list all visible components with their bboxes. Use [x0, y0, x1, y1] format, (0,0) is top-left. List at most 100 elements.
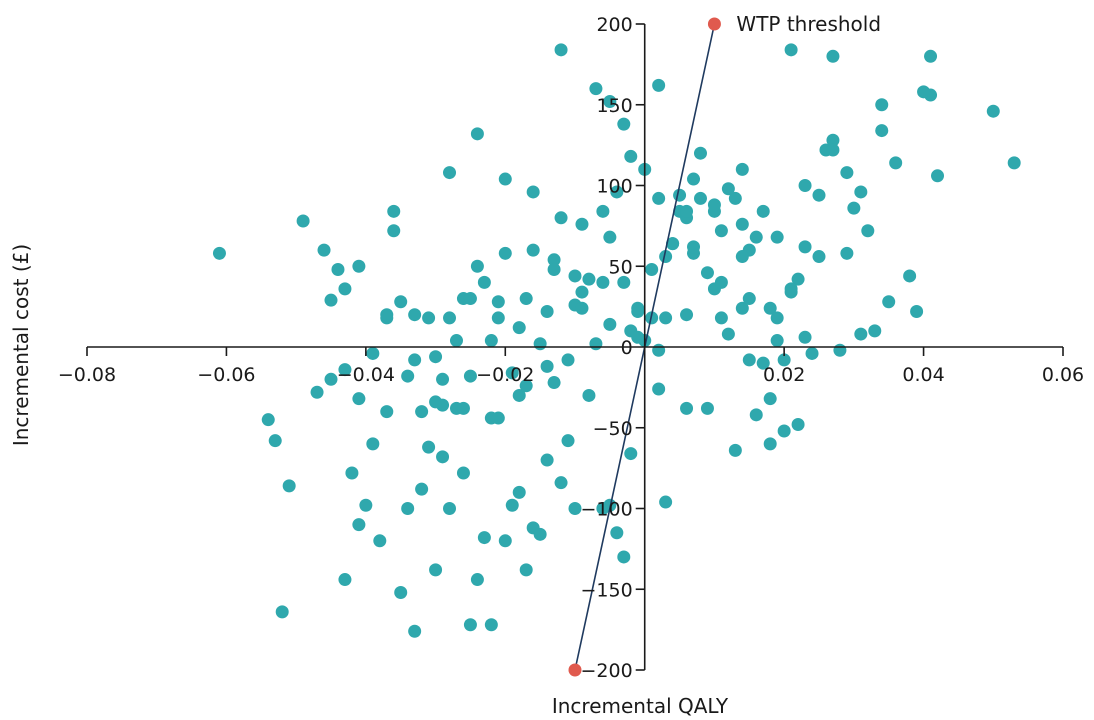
data-point — [547, 376, 561, 390]
data-point — [770, 311, 784, 325]
wtp-endpoint-marker — [568, 663, 582, 677]
data-point — [491, 295, 505, 309]
data-point — [840, 166, 854, 180]
data-point — [554, 43, 568, 57]
x-axis-title: Incremental QALY — [552, 694, 729, 718]
data-point — [212, 246, 226, 260]
data-point — [812, 188, 826, 202]
data-point — [366, 346, 380, 360]
data-point — [610, 526, 624, 540]
y-tick-label: 150 — [596, 95, 632, 117]
data-point — [854, 327, 868, 341]
data-point — [826, 143, 840, 157]
data-point — [484, 618, 498, 632]
data-point — [422, 440, 436, 454]
data-point — [554, 211, 568, 225]
data-point — [833, 343, 847, 357]
data-point — [700, 266, 714, 280]
data-point — [624, 447, 638, 461]
data-point — [589, 337, 603, 351]
wtp-threshold-layer: WTP threshold — [568, 12, 881, 677]
data-point — [505, 498, 519, 512]
data-point — [756, 356, 770, 370]
data-point — [275, 605, 289, 619]
data-point — [875, 124, 889, 138]
data-point — [387, 204, 401, 218]
data-point — [456, 401, 470, 415]
data-point — [875, 98, 889, 112]
data-point — [742, 353, 756, 367]
data-point — [408, 624, 422, 638]
data-point — [868, 324, 882, 338]
data-point — [519, 379, 533, 393]
data-point — [477, 531, 491, 545]
data-point — [652, 343, 666, 357]
data-point — [631, 330, 645, 344]
data-point — [324, 372, 338, 386]
data-point — [422, 311, 436, 325]
data-point — [582, 272, 596, 286]
data-point — [735, 250, 749, 264]
x-tick-label: −0.04 — [337, 364, 395, 386]
data-point — [687, 172, 701, 186]
y-tick-label: 200 — [596, 14, 632, 36]
data-point — [470, 127, 484, 141]
data-point — [826, 49, 840, 63]
data-point — [547, 253, 561, 267]
data-point — [296, 214, 310, 228]
data-point — [721, 182, 735, 196]
data-point — [324, 293, 338, 307]
data-point — [575, 301, 589, 315]
data-point — [680, 401, 694, 415]
data-point — [589, 82, 603, 96]
data-point — [429, 350, 443, 364]
data-point — [714, 224, 728, 238]
data-point — [652, 382, 666, 396]
data-point — [624, 149, 638, 163]
data-point — [910, 304, 924, 318]
data-point — [714, 311, 728, 325]
data-point — [714, 275, 728, 289]
data-point — [352, 392, 366, 406]
data-point — [861, 224, 875, 238]
data-point — [505, 366, 519, 380]
data-point — [784, 282, 798, 296]
data-point — [707, 198, 721, 212]
data-point — [408, 308, 422, 322]
data-point — [687, 240, 701, 254]
data-point — [533, 337, 547, 351]
data-point — [596, 275, 610, 289]
data-point — [463, 292, 477, 306]
data-point — [547, 262, 561, 276]
data-point — [763, 437, 777, 451]
y-tick-label: 100 — [596, 176, 632, 198]
data-point — [596, 204, 610, 218]
data-point — [519, 292, 533, 306]
data-point — [540, 453, 554, 467]
data-point — [826, 133, 840, 147]
x-tick-label: 0.04 — [902, 364, 944, 386]
data-point — [603, 317, 617, 331]
data-point — [763, 301, 777, 315]
data-point — [394, 585, 408, 599]
data-point — [436, 450, 450, 464]
data-point — [603, 230, 617, 244]
data-point — [456, 466, 470, 480]
data-point — [847, 201, 861, 215]
data-point — [526, 243, 540, 257]
data-point — [317, 243, 331, 257]
data-point — [728, 191, 742, 205]
y-tick-label: 0 — [621, 337, 633, 359]
data-point — [1007, 156, 1021, 170]
data-point — [512, 388, 526, 402]
data-point — [659, 250, 673, 264]
data-point — [268, 434, 282, 448]
data-point — [728, 443, 742, 457]
data-point — [331, 262, 345, 276]
data-point — [680, 204, 694, 218]
data-point — [401, 502, 415, 515]
data-point — [798, 330, 812, 344]
data-point — [652, 191, 666, 205]
data-point — [512, 321, 526, 335]
